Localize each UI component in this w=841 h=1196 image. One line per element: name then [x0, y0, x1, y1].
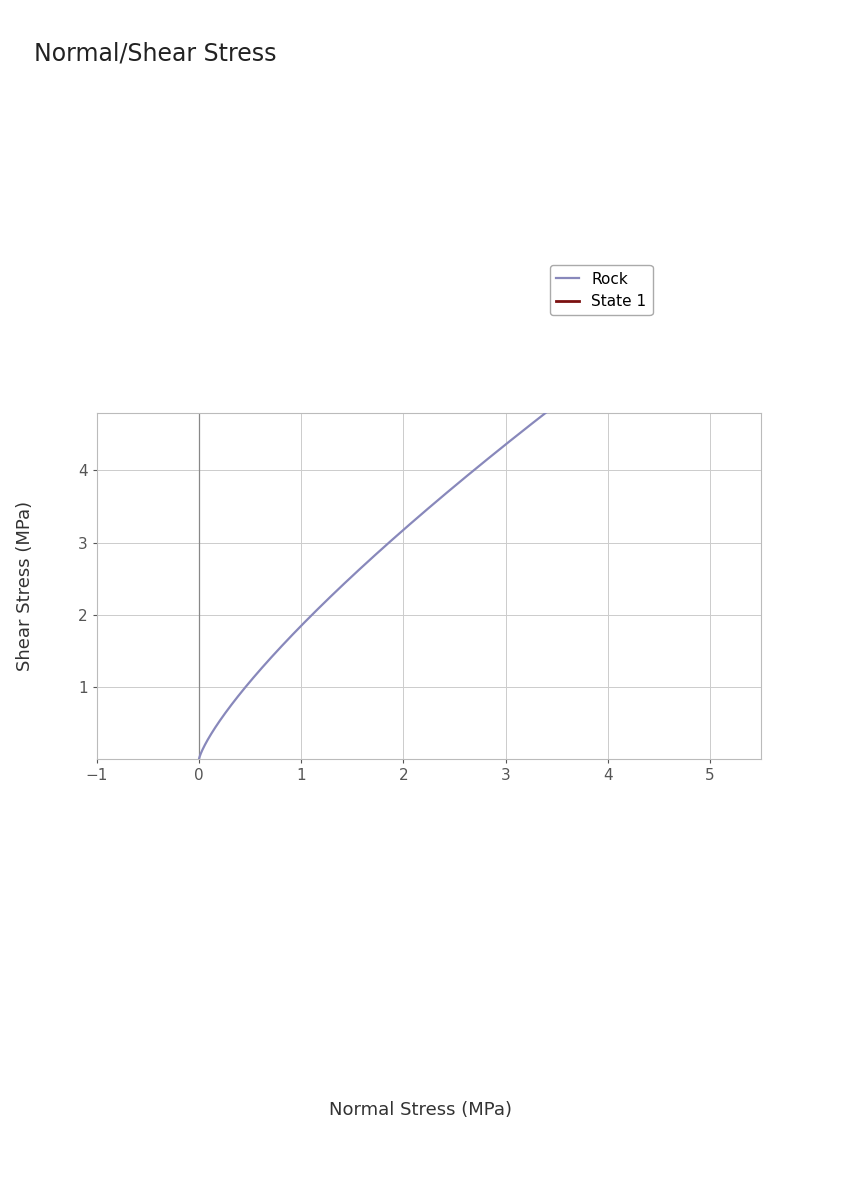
Rock	[410, 512, 420, 526]
Rock	[650, 323, 660, 337]
Rock	[564, 388, 574, 402]
Text: Normal/Shear Stress: Normal/Shear Stress	[34, 42, 276, 66]
Rock	[194, 751, 204, 765]
Legend: Rock, State 1: Rock, State 1	[550, 266, 653, 316]
Rock	[218, 709, 228, 724]
Rock	[422, 502, 432, 517]
Text: Shear Stress (MPa): Shear Stress (MPa)	[16, 501, 34, 671]
Line: Rock: Rock	[199, 319, 669, 758]
Text: Normal Stress (MPa): Normal Stress (MPa)	[329, 1100, 512, 1119]
Rock	[650, 323, 660, 337]
Rock	[664, 312, 674, 327]
